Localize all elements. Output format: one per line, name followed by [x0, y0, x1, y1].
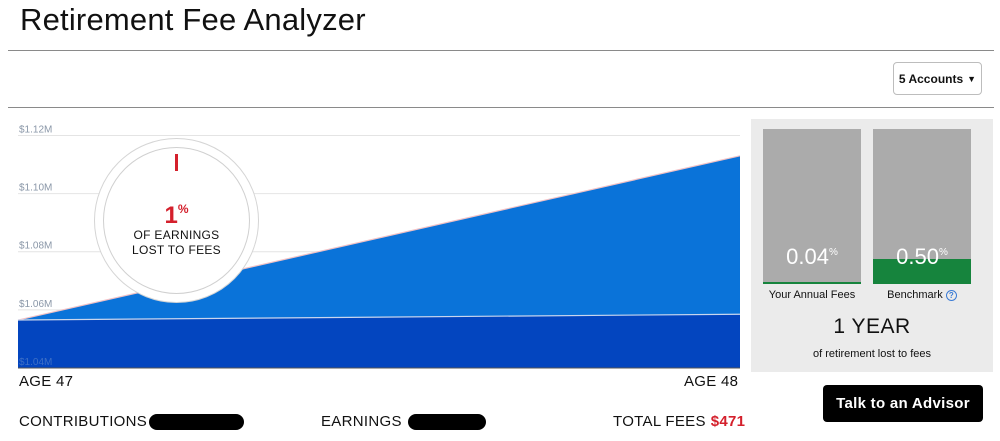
- x-axis-start-label: AGE 47: [19, 373, 74, 390]
- contributions-area: [18, 314, 740, 368]
- header-divider: [8, 50, 994, 51]
- total-fees-value: $471: [710, 413, 746, 430]
- fee-label-line2: LOST TO FEES: [132, 243, 221, 257]
- earnings-redacted-value: [407, 413, 486, 430]
- fee-percentage-value: 1%: [164, 202, 189, 229]
- toolbar-divider: [8, 107, 994, 108]
- total-fees-label: TOTAL FEES: [613, 413, 706, 430]
- retirement-years-lost-caption: of retirement lost to fees: [813, 348, 931, 360]
- fee-ring-marker: [175, 154, 178, 171]
- help-icon[interactable]: ?: [945, 290, 957, 301]
- benchmark-caption: Benchmark ?: [873, 289, 971, 301]
- contributions-label: CONTRIBUTIONS: [19, 413, 148, 430]
- page-title: Retirement Fee Analyzer: [20, 2, 366, 37]
- y-tick-label: $1.10M: [19, 183, 52, 194]
- benchmark-bar: 0.50%: [873, 129, 971, 284]
- total-fees-summary: TOTAL FEES $471: [613, 413, 745, 430]
- total-balance-area: [18, 155, 740, 368]
- your-fees-bar: 0.04%: [763, 129, 861, 284]
- accounts-dropdown-label: 5 Accounts: [898, 71, 964, 86]
- accounts-dropdown[interactable]: 5 Accounts ▼: [893, 62, 982, 95]
- talk-to-advisor-button[interactable]: Talk to an Advisor: [823, 385, 983, 422]
- benchmark-bar-fill: [873, 259, 971, 284]
- retirement-years-lost: 1 YEAR: [833, 315, 911, 338]
- fee-comparison-panel: 0.04% 0.50% Your Annual Fees Benchmark ?…: [751, 119, 993, 372]
- fee-label-line1: OF EARNINGS: [133, 228, 220, 242]
- fee-percentage-callout: 1% OF EARNINGS LOST TO FEES: [94, 138, 259, 303]
- x-axis-end-label: AGE 48: [684, 373, 739, 390]
- y-tick-label: $1.06M: [19, 299, 52, 310]
- benchmark-value: 0.50%: [896, 244, 948, 269]
- contributions-summary: CONTRIBUTIONS: [19, 413, 245, 430]
- contributions-line: [17, 313, 741, 321]
- fee-ring: [103, 147, 250, 294]
- your-fees-caption: Your Annual Fees: [768, 289, 856, 301]
- savings-area-chart: $1.12M $1.10M $1.08M $1.06M $1.04M: [17, 124, 741, 369]
- y-tick-label: $1.12M: [19, 124, 52, 135]
- your-fees-bar-fill: [763, 282, 861, 284]
- earnings-label: EARNINGS: [321, 413, 402, 430]
- caret-down-icon: ▼: [967, 73, 977, 84]
- y-tick-label: $1.08M: [19, 241, 52, 252]
- your-fees-value: 0.04%: [786, 244, 838, 269]
- y-tick-label: $1.04M: [19, 357, 52, 368]
- contributions-redacted-value: [149, 413, 245, 430]
- earnings-summary: EARNINGS: [321, 413, 486, 430]
